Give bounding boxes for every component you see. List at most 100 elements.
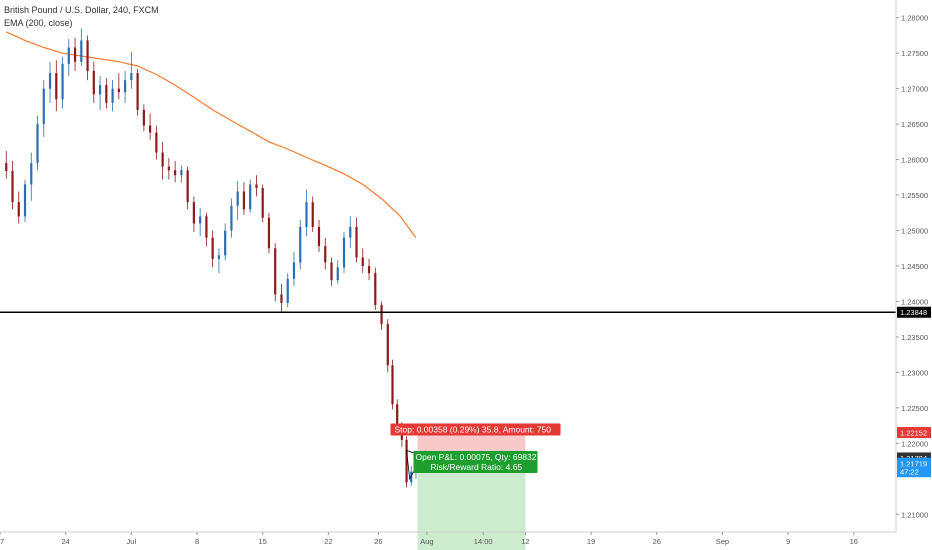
- x-tick-label-7: Aug: [420, 537, 433, 546]
- candle-47: [299, 219, 302, 270]
- rr-label: Risk/Reward Ratio: 4.65: [431, 462, 523, 472]
- x-tick-label-0: 17: [0, 537, 4, 546]
- candle-46: [292, 251, 296, 286]
- candle-17: [111, 80, 114, 112]
- candle-body: [330, 262, 333, 281]
- candle-body: [117, 88, 120, 93]
- x-tick-label-5: 22: [324, 537, 332, 546]
- candle-14: [92, 61, 95, 103]
- pnl-label-bg: [413, 450, 538, 473]
- candle-1: [11, 161, 14, 210]
- candle-20: [130, 51, 133, 89]
- candle-50: [317, 219, 321, 252]
- candle-body: [391, 365, 394, 405]
- candle-body: [405, 439, 408, 483]
- candle-37: [236, 180, 239, 220]
- y-tick-label-1: 1.27500: [901, 49, 928, 58]
- candle-4: [30, 152, 33, 201]
- candle-body: [224, 230, 227, 256]
- candle-body: [336, 267, 339, 281]
- candle-body: [17, 202, 20, 217]
- legend-indicator: EMA (200, close): [4, 18, 73, 28]
- candle-body: [311, 202, 314, 227]
- candle-body: [410, 471, 413, 483]
- legend-symbol: British Pound / U.S. Dollar, 240, FXCM: [4, 5, 159, 15]
- candle-body: [305, 202, 308, 227]
- candle-27: [174, 161, 177, 183]
- candle-56: [355, 217, 358, 263]
- candle-body: [255, 184, 258, 188]
- candle-body: [186, 170, 189, 203]
- candle-body: [111, 88, 114, 103]
- y-tick-label-13: 1.21000: [901, 510, 928, 519]
- candle-body: [5, 163, 8, 171]
- candle-0: [5, 151, 8, 179]
- y-tick-label-10: 1.23000: [901, 368, 928, 377]
- candle-41: [261, 184, 264, 223]
- candle-9: [61, 56, 64, 109]
- candle-body: [149, 125, 152, 133]
- candle-body: [205, 216, 208, 238]
- candle-body: [217, 255, 221, 259]
- candle-body: [11, 170, 14, 203]
- candle-58: [367, 258, 371, 281]
- candle-39: [249, 179, 252, 213]
- candle-body: [242, 191, 246, 210]
- stop-label-bg: [390, 423, 561, 436]
- candle-body: [367, 266, 371, 274]
- x-tick-label-1: 24: [62, 537, 70, 546]
- candle-52: [330, 257, 333, 286]
- candle-57: [361, 248, 364, 274]
- candle-body: [48, 73, 52, 89]
- candle-35: [224, 223, 227, 261]
- candle-body: [199, 216, 202, 224]
- axis-price-label-3-bg: [897, 466, 931, 478]
- candle-43: [274, 243, 277, 302]
- candle-body: [324, 246, 327, 263]
- y-tick-label-0: 1.28000: [901, 14, 928, 23]
- candle-42: [267, 212, 271, 254]
- candle-body: [30, 163, 33, 185]
- candle-body: [167, 166, 170, 171]
- candle-body: [349, 226, 352, 238]
- candle-26: [167, 158, 170, 180]
- candle-32: [205, 212, 208, 247]
- x-tick-label-4: 15: [259, 537, 267, 546]
- candle-18: [117, 73, 120, 100]
- candle-body: [42, 88, 45, 125]
- candle-body: [105, 85, 108, 103]
- chart-legend: British Pound / U.S. Dollar, 240, FXCM E…: [4, 4, 159, 30]
- candle-body: [386, 324, 389, 366]
- y-tick-label-4: 1.26000: [901, 156, 928, 165]
- candle-body: [142, 109, 145, 126]
- candle-8: [55, 60, 58, 112]
- x-tick-label-11: 26: [653, 537, 661, 546]
- x-tick-label-9: 12: [521, 537, 529, 546]
- candle-body: [396, 404, 399, 428]
- candle-60: [380, 301, 383, 330]
- x-tick-label-10: 19: [587, 537, 595, 546]
- stop-label: Stop: 0.00358 (0.29%) 35.8, Amount: 750: [395, 425, 552, 435]
- axis-price-label-0: 1.22152: [900, 429, 927, 438]
- candle-59: [374, 267, 377, 310]
- candle-body: [86, 40, 89, 71]
- candle-2: [17, 191, 20, 224]
- candle-body: [261, 187, 264, 218]
- candle-body: [136, 73, 139, 110]
- candle-19: [123, 70, 127, 103]
- candle-body: [249, 184, 252, 210]
- candle-body: [192, 202, 195, 224]
- candle-62: [391, 359, 394, 410]
- candle-6: [42, 80, 45, 137]
- pnl-label: Open P&L: 0.00075, Qty: 69832: [416, 452, 537, 462]
- candle-12: [80, 28, 83, 66]
- candle-33: [211, 230, 214, 268]
- candle-body: [174, 170, 177, 176]
- x-tick-label-2: Jul: [127, 537, 137, 546]
- candle-body: [161, 152, 164, 167]
- candle-7: [48, 61, 52, 103]
- target-zone: [417, 457, 526, 550]
- y-tick-label-2: 1.27000: [901, 85, 928, 94]
